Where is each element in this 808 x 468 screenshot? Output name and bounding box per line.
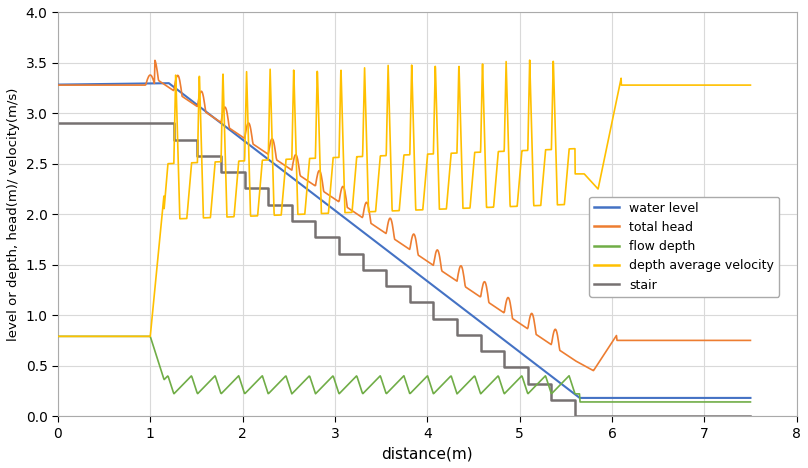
stair <box>523 365 532 370</box>
depth average velocity <box>746 82 755 88</box>
depth average velocity <box>132 334 141 339</box>
water level <box>53 82 63 88</box>
total head <box>588 368 598 373</box>
flow depth <box>575 399 585 405</box>
X-axis label: distance(m): distance(m) <box>381 446 473 461</box>
water level <box>163 80 173 86</box>
flow depth <box>53 334 63 339</box>
Legend: water level, total head, flow depth, depth average velocity, stair: water level, total head, flow depth, dep… <box>589 197 779 297</box>
total head <box>418 255 427 261</box>
water level <box>746 395 755 401</box>
depth average velocity <box>53 334 63 339</box>
total head <box>746 337 755 343</box>
total head <box>145 73 154 78</box>
water level <box>495 334 505 340</box>
depth average velocity <box>318 211 328 216</box>
flow depth <box>170 390 179 396</box>
depth average velocity <box>732 82 742 88</box>
depth average velocity <box>525 57 535 63</box>
water level <box>574 395 584 401</box>
stair <box>570 397 580 402</box>
total head <box>354 212 364 218</box>
Line: water level: water level <box>58 83 751 398</box>
flow depth <box>417 379 427 384</box>
flow depth <box>286 389 296 395</box>
total head <box>53 82 63 88</box>
stair <box>240 186 250 191</box>
water level <box>95 81 105 87</box>
stair <box>476 332 486 337</box>
depth average velocity <box>173 152 183 158</box>
Y-axis label: level or depth, head(m)/ velocity(m/s): level or depth, head(m)/ velocity(m/s) <box>7 88 20 341</box>
flow depth <box>431 388 441 394</box>
stair <box>428 316 438 322</box>
stair <box>570 413 580 419</box>
water level <box>651 395 661 401</box>
Line: flow depth: flow depth <box>58 336 751 402</box>
water level <box>456 304 465 310</box>
Line: depth average velocity: depth average velocity <box>58 60 751 336</box>
Line: total head: total head <box>58 60 751 371</box>
flow depth <box>746 399 755 405</box>
stair <box>746 413 755 419</box>
flow depth <box>353 378 363 383</box>
total head <box>170 80 180 86</box>
depth average velocity <box>658 82 667 88</box>
water level <box>474 318 484 324</box>
water level <box>580 395 590 401</box>
flow depth <box>145 334 154 339</box>
total head <box>150 58 160 63</box>
total head <box>432 248 442 253</box>
stair <box>53 121 63 126</box>
total head <box>287 168 297 173</box>
depth average velocity <box>348 192 358 197</box>
stair <box>240 186 250 191</box>
Line: stair: stair <box>58 124 751 416</box>
